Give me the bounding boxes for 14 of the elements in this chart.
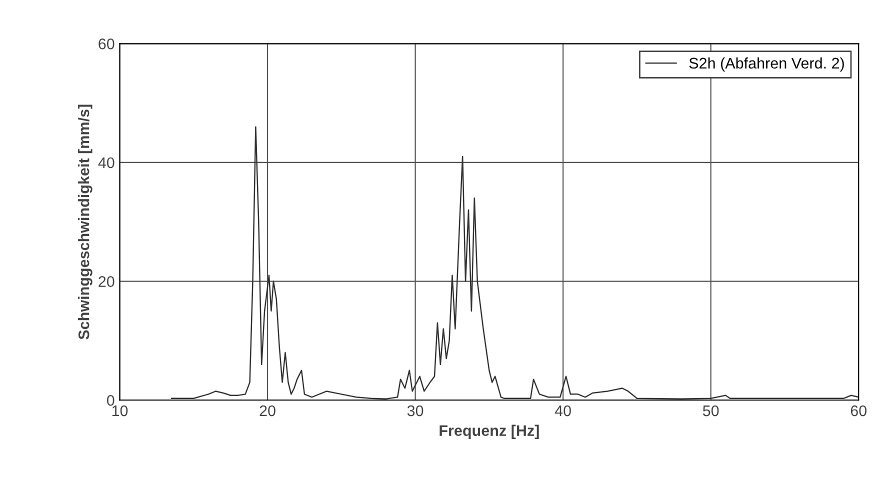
- x-tick-label: 30: [407, 405, 424, 416]
- x-tick-label: 50: [702, 405, 719, 416]
- y-tick-label: 0: [106, 394, 114, 406]
- x-axis-title: Frequenz [Hz]: [440, 424, 539, 440]
- x-tick-label: 60: [850, 405, 867, 416]
- y-tick-label: 60: [98, 38, 114, 50]
- legend-label: S2h (Abfahren Verd. 2): [689, 57, 844, 72]
- x-tick-label: 10: [112, 405, 128, 416]
- y-axis-title: Schwinggeschwindigkeit [mm/s]: [78, 104, 92, 340]
- x-tick-label: 20: [260, 405, 276, 416]
- x-tick-label: 40: [554, 405, 571, 416]
- y-tick-label: 40: [98, 157, 114, 168]
- line-series: [170, 126, 859, 400]
- y-tick-label: 20: [98, 276, 114, 287]
